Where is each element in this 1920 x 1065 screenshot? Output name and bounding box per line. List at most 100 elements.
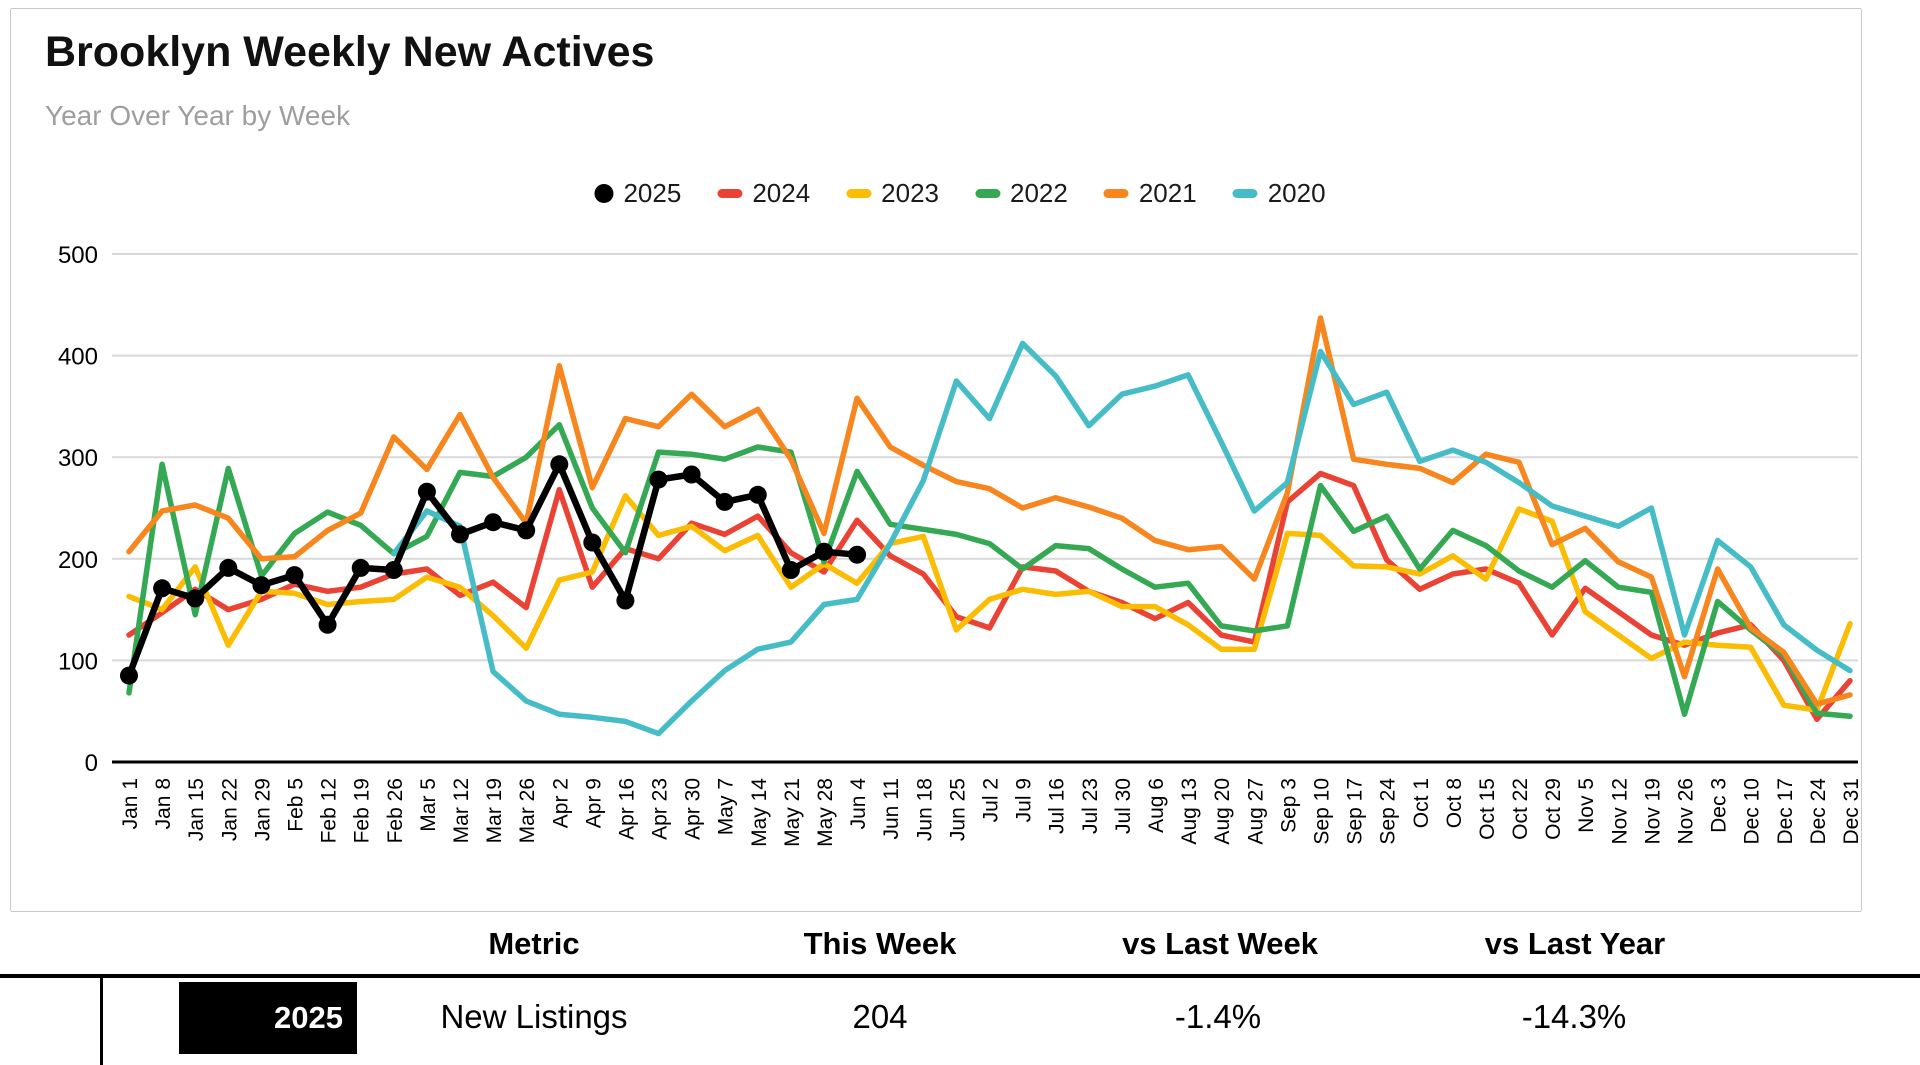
x-tick-label: Jun 11: [880, 778, 903, 840]
legend-label: 2022: [1010, 178, 1068, 208]
x-tick-label: Feb 19: [351, 778, 374, 843]
x-tick-label: Mar 19: [483, 778, 506, 843]
legend-item-2020[interactable]: 2020: [1232, 178, 1326, 209]
data-point-2025: [517, 521, 536, 540]
series-2024: [126, 470, 1853, 723]
y-tick-label: 100: [58, 648, 98, 675]
x-axis-labels: Jan 1 Jan 8 Jan 15 Jan 22 Jan 29 Feb 5 Feb 12 F…: [119, 778, 1863, 847]
legend-item-2022[interactable]: 2022: [975, 178, 1068, 209]
table-year-badge: 2025: [179, 982, 357, 1054]
x-tick-label: Dec 3: [1708, 778, 1731, 833]
x-tick-label: Apr 2: [549, 778, 572, 828]
legend-label: 2025: [623, 178, 682, 208]
x-tick-label: Sep 17: [1344, 778, 1367, 845]
x-tick-label: Dec 10: [1741, 778, 1764, 845]
legend-item-2023[interactable]: 2023: [846, 178, 939, 209]
table-header-vs-last-week: vs Last Week: [1122, 926, 1318, 961]
x-tick-label: Apr 9: [582, 778, 605, 828]
x-tick-label: Dec 17: [1774, 778, 1797, 845]
series-2020: [391, 340, 1853, 737]
x-tick-label: Aug 13: [1178, 778, 1201, 845]
data-point-2025: [318, 615, 337, 634]
series-line-2020: [391, 340, 1853, 737]
x-tick-label: Apr 23: [649, 778, 672, 840]
data-point-2025: [285, 566, 304, 585]
x-tick-label: Sep 3: [1277, 778, 1300, 833]
x-tick-label: Jan 15: [185, 778, 208, 841]
data-point-2025: [815, 542, 833, 561]
legend-item-2025[interactable]: 2025: [594, 178, 681, 209]
x-tick-label: Jun 18: [913, 778, 936, 841]
data-point-2025: [153, 579, 172, 598]
x-tick-label: Nov 12: [1608, 778, 1631, 845]
legend-label: 2024: [752, 178, 811, 208]
legend-item-2021[interactable]: 2021: [1103, 178, 1197, 209]
data-point-2025: [781, 561, 800, 579]
x-tick-label: Nov 19: [1641, 778, 1664, 845]
series-2025: [120, 455, 867, 685]
x-tick-label: Aug 6: [1145, 778, 1168, 833]
x-tick-label: Oct 1: [1410, 778, 1433, 828]
x-tick-label: Mar 5: [417, 778, 440, 832]
series-line-2021: [126, 315, 1853, 707]
data-point-2025: [219, 558, 238, 577]
x-tick-label: Nov 26: [1675, 778, 1698, 845]
table-cell-this-week: 204: [852, 998, 908, 1035]
x-tick-label: Sep 10: [1310, 778, 1333, 845]
data-point-2025: [616, 591, 635, 610]
x-tick-label: Aug 20: [1211, 778, 1234, 845]
data-point-2025: [682, 465, 701, 484]
table-header-this-week: This Week: [803, 926, 957, 961]
y-tick-label: 400: [58, 344, 98, 371]
x-tick-label: Oct 8: [1443, 778, 1466, 828]
legend-marker-2022-dash-icon: [975, 189, 1000, 198]
series-2021: [126, 315, 1853, 707]
table-header-vs-last-year: vs Last Year: [1484, 926, 1666, 961]
chart-subtitle: Year Over Year by Week: [45, 100, 351, 131]
series-line-2023: [126, 493, 1853, 713]
table-cell-vs-last-week: -1.4%: [1174, 998, 1262, 1035]
data-point-2025: [186, 589, 205, 608]
x-tick-label: Jan 22: [218, 778, 241, 841]
data-point-2025: [351, 558, 370, 577]
x-tick-label: Jan 29: [251, 778, 274, 841]
x-tick-label: Oct 29: [1542, 778, 1565, 840]
series-line-2024: [126, 470, 1853, 723]
x-tick-label: Jun 25: [946, 778, 969, 841]
legend-marker-2021-dash-icon: [1103, 189, 1129, 198]
x-tick-label: Feb 5: [284, 778, 307, 832]
legend-label: 2023: [881, 178, 939, 208]
x-tick-label: Oct 15: [1476, 778, 1499, 840]
x-tick-label: Jul 2: [980, 778, 1003, 822]
x-tick-label: Mar 26: [516, 778, 539, 843]
x-tick-label: May 21: [781, 778, 804, 847]
legend-marker-2025-circle-icon: [594, 184, 614, 203]
legend-marker-2024-dash-icon: [717, 189, 743, 198]
chart-legend: 2025 2024 2023 2022 2021 2020: [594, 178, 1326, 209]
data-point-2025: [484, 513, 503, 532]
y-axis-labels: 0 100 200 300 400 500: [58, 242, 98, 777]
x-tick-label: Nov 5: [1575, 778, 1598, 833]
x-tick-label: Sep 24: [1377, 778, 1400, 845]
data-point-2025: [715, 492, 734, 511]
data-point-2025: [550, 455, 569, 474]
x-tick-label: Aug 27: [1244, 778, 1267, 845]
x-tick-label: Jan 8: [152, 778, 175, 829]
x-tick-label: Jan 1: [119, 778, 142, 829]
series-2023: [126, 493, 1853, 713]
x-tick-label: Dec 24: [1807, 778, 1830, 845]
x-tick-label: Jun 4: [847, 778, 870, 830]
table-left-border: [100, 978, 103, 1065]
x-tick-label: Dec 31: [1840, 778, 1863, 845]
y-tick-label: 300: [58, 445, 98, 472]
legend-marker-2023-dash-icon: [846, 189, 872, 198]
legend-item-2024[interactable]: 2024: [717, 178, 810, 209]
x-tick-label: Feb 26: [384, 778, 407, 843]
x-tick-label: Mar 12: [450, 778, 473, 843]
table-cell-vs-last-year: -14.3%: [1521, 998, 1627, 1035]
x-tick-label: May 28: [814, 778, 837, 847]
legend-label: 2021: [1138, 178, 1197, 208]
table-header-metric: Metric: [488, 926, 580, 961]
